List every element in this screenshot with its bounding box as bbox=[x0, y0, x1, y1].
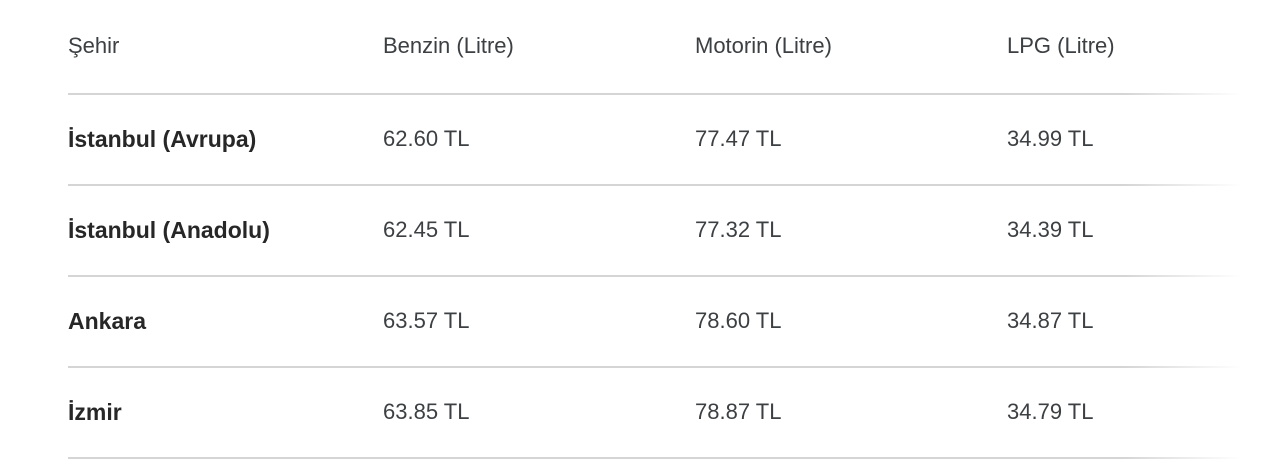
lpg-price-cell: 34.39 TL bbox=[1007, 217, 1094, 243]
table-row: İzmir 63.85 TL 78.87 TL 34.79 TL bbox=[68, 368, 1240, 459]
lpg-price-cell: 34.87 TL bbox=[1007, 308, 1094, 334]
city-cell: İstanbul (Anadolu) bbox=[68, 216, 270, 243]
motorin-price-cell: 77.32 TL bbox=[695, 217, 782, 243]
column-header-benzin: Benzin (Litre) bbox=[383, 33, 514, 59]
city-cell: İstanbul (Avrupa) bbox=[68, 125, 257, 152]
benzin-price-cell: 62.60 TL bbox=[383, 126, 470, 152]
motorin-price-cell: 78.60 TL bbox=[695, 308, 782, 334]
benzin-price-cell: 62.45 TL bbox=[383, 217, 470, 243]
table-row: İstanbul (Avrupa) 62.60 TL 77.47 TL 34.9… bbox=[68, 95, 1240, 186]
column-header-sehir: Şehir bbox=[68, 33, 120, 59]
benzin-price-cell: 63.85 TL bbox=[383, 399, 470, 425]
city-cell: Ankara bbox=[68, 307, 146, 334]
column-header-lpg: LPG (Litre) bbox=[1007, 33, 1115, 59]
city-cell: İzmir bbox=[68, 398, 122, 425]
table-row: Ankara 63.57 TL 78.60 TL 34.87 TL bbox=[68, 277, 1240, 368]
table-row: İstanbul (Anadolu) 62.45 TL 77.32 TL 34.… bbox=[68, 186, 1240, 277]
motorin-price-cell: 77.47 TL bbox=[695, 126, 782, 152]
table-body: İstanbul (Avrupa) 62.60 TL 77.47 TL 34.9… bbox=[68, 95, 1240, 459]
table-header-row: Şehir Benzin (Litre) Motorin (Litre) LPG… bbox=[68, 0, 1240, 95]
motorin-price-cell: 78.87 TL bbox=[695, 399, 782, 425]
column-header-motorin: Motorin (Litre) bbox=[695, 33, 832, 59]
lpg-price-cell: 34.99 TL bbox=[1007, 126, 1094, 152]
benzin-price-cell: 63.57 TL bbox=[383, 308, 470, 334]
fuel-prices-table: Şehir Benzin (Litre) Motorin (Litre) LPG… bbox=[68, 0, 1240, 459]
lpg-price-cell: 34.79 TL bbox=[1007, 399, 1094, 425]
